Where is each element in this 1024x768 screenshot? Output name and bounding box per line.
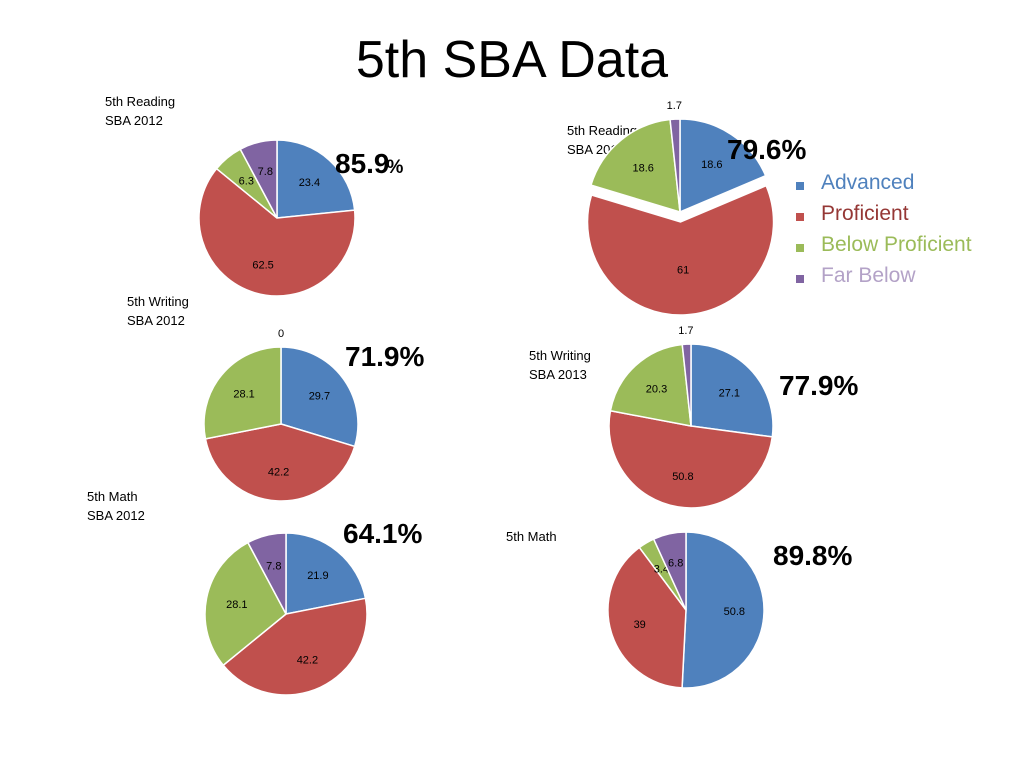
pie-slice-advanced <box>280 346 359 448</box>
pie-math-2013: 50.8 39 3.4 6.8 <box>607 531 765 689</box>
pie-label-proficient: 62.5 <box>252 259 273 271</box>
pie-slice-advanced <box>679 118 767 214</box>
chart-title-math-2013: 5th Math <box>506 529 557 544</box>
pie-slice-below-proficient <box>609 343 692 427</box>
pie-label-below-proficient: 3.4 <box>654 563 669 575</box>
pie-label-proficient: 42.2 <box>297 654 318 666</box>
pie-label-far-below: 6.8 <box>668 558 683 570</box>
pie-label-below-proficient: 20.3 <box>646 384 667 396</box>
pie-slice-proficient <box>198 167 356 297</box>
pie-slice-below-proficient <box>204 541 287 667</box>
chart-title-writing-2013: 5th Writing SBA 2013 <box>529 348 591 382</box>
pie-slice-below-proficient <box>590 118 681 214</box>
pie-label-proficient: 50.8 <box>672 471 693 483</box>
pie-label-advanced: 29.7 <box>309 391 330 403</box>
pie-label-far-below: 1.7 <box>678 325 693 337</box>
pie-label-advanced: 23.4 <box>299 177 320 189</box>
pie-label-far-below: 1.7 <box>667 100 682 112</box>
pie-writing-2013: 27.1 50.8 20.3 1.7 <box>608 325 774 509</box>
pie-slice-proficient <box>222 597 368 696</box>
legend-swatch-advanced <box>796 182 804 190</box>
pie-slice-far-below <box>652 531 687 611</box>
pie-slice-advanced <box>285 532 367 615</box>
pie-label-proficient: 61 <box>677 265 689 277</box>
pie-label-proficient: 42.2 <box>268 467 289 479</box>
pie-slice-proficient <box>608 409 774 509</box>
pie-slice-far-below <box>681 343 692 427</box>
legend-label-advanced: Advanced <box>821 171 915 194</box>
pie-label-below-proficient: 6.3 <box>239 176 254 188</box>
pie-reading-2013: 18.6 61 18.6 1.7 <box>586 100 775 316</box>
pie-slice-far-below <box>246 532 287 615</box>
pie-label-advanced: 50.8 <box>724 606 745 618</box>
legend-label-proficient: Proficient <box>821 202 909 225</box>
pie-label-below-proficient: 18.6 <box>632 163 653 175</box>
legend-swatch-proficient <box>796 213 804 221</box>
pie-label-below-proficient: 28.1 <box>226 599 247 611</box>
pie-math-2012: 21.9 42.2 28.1 7.8 <box>204 532 368 696</box>
headline-writing-2013: 77.9% <box>779 370 859 401</box>
pie-writing-2012: 29.7 42.2 28.1 0 <box>203 328 359 502</box>
pie-slice-far-below <box>239 139 278 219</box>
pie-slice-below-proficient <box>203 346 282 440</box>
pie-label-far-below: 7.8 <box>266 560 281 572</box>
headline-math-2012: 64.1% <box>343 518 423 549</box>
pie-slice-proficient <box>607 546 687 689</box>
pie-slice-advanced <box>276 139 356 219</box>
legend-swatch-below-proficient <box>796 244 804 252</box>
pie-label-proficient: 39 <box>634 619 646 631</box>
pie-slice-advanced <box>681 531 765 689</box>
pie-slice-advanced <box>690 343 774 438</box>
pie-slice-far-below <box>669 118 681 213</box>
legend-label-below-proficient: Below Proficient <box>821 233 972 256</box>
pie-reading-2012: 23.4 62.5 6.3 7.8 <box>198 139 356 297</box>
pie-label-advanced: 27.1 <box>719 388 740 400</box>
pie-slice-proficient <box>586 184 775 316</box>
headline-reading-2012: 85.9% <box>335 148 404 179</box>
headline-reading-2013: 79.6% <box>727 134 807 165</box>
headline-writing-2012: 71.9% <box>345 341 425 372</box>
pie-label-far-below: 0 <box>278 328 284 340</box>
chart-title-reading-2012: 5th Reading SBA 2012 <box>105 94 176 128</box>
legend-swatch-far-below <box>796 275 804 283</box>
chart-title-math-2012: 5th Math SBA 2012 <box>87 489 145 523</box>
pie-label-advanced: 21.9 <box>307 570 328 582</box>
pie-slice-proficient <box>204 423 356 502</box>
headline-math-2013: 89.8% <box>773 540 853 571</box>
chart-title-writing-2012: 5th Writing SBA 2012 <box>127 294 189 328</box>
slide-title: 5th SBA Data <box>355 31 669 89</box>
legend-label-far-below: Far Below <box>821 264 916 287</box>
pie-label-far-below: 7.8 <box>258 166 273 178</box>
pie-label-advanced: 18.6 <box>701 159 722 171</box>
pie-label-below-proficient: 28.1 <box>233 389 254 401</box>
